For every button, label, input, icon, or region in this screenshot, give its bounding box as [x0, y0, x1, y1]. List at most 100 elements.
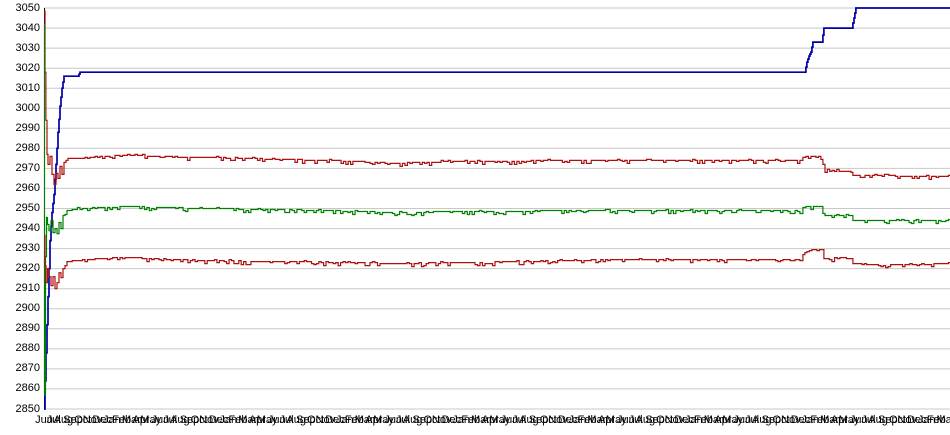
x-axis-tick-label: Aug	[402, 414, 423, 426]
x-axis-tick-label: Feb	[926, 414, 946, 426]
x-axis-tick-label: Oct	[772, 414, 790, 426]
x-axis-tick-label: Mar	[471, 414, 490, 426]
y-axis-tick-label: 2920	[15, 262, 40, 274]
x-axis-tick-label: Apr	[481, 414, 499, 426]
x-axis-tick-label: Jan	[335, 414, 354, 426]
x-axis-tick-label: Mar	[238, 414, 258, 426]
x-axis-tick-label: Mar	[936, 414, 950, 426]
x-axis-tick-label: Nov	[431, 414, 452, 426]
x-axis-tick-label: Jul	[395, 414, 410, 426]
x-axis-tick-label: Mar	[703, 414, 723, 426]
x-axis-tick-label: May	[722, 414, 743, 426]
x-axis-tick-label: Mar	[820, 414, 840, 426]
x-axis-tick-label: Dec	[907, 414, 927, 426]
y-axis-tick-label: 2870	[15, 362, 40, 374]
x-axis-tick-label: Aug	[170, 414, 190, 426]
x-axis-tick-label: Dec	[208, 414, 229, 426]
x-axis-tick-label: Sep	[412, 414, 433, 426]
x-axis-tick-label: Apr	[248, 414, 266, 426]
x-axis-tick-label: Feb	[577, 414, 597, 426]
x-axis-tick-label: Apr	[830, 414, 848, 426]
x-axis-tick-label: Nov	[548, 414, 568, 426]
x-axis-tick-label: Nov	[315, 414, 336, 426]
x-axis-tick-label: Sep	[645, 414, 665, 426]
x-axis-tick-label: Dec	[674, 414, 694, 426]
x-axis-tick-label: Apr	[132, 414, 150, 426]
x-axis-tick-label: Jan	[219, 414, 238, 426]
red-lower-series	[44, 235, 950, 290]
y-axis-tick-label: 2900	[15, 302, 40, 314]
x-axis-tick-label: Apr	[365, 414, 383, 426]
y-axis-tick-label: 3000	[15, 102, 40, 114]
x-axis-tick-label: May	[256, 414, 278, 426]
x-axis-tick-label: Sep	[528, 414, 549, 426]
x-axis-tick-label: Dec	[790, 414, 811, 426]
x-axis-tick-label: May	[140, 414, 162, 426]
x-axis-tick-label: Feb	[694, 414, 713, 426]
x-axis-tick-label: Jul	[861, 414, 876, 426]
y-axis-tick-label: 3030	[15, 42, 40, 54]
x-axis-tick-label: Apr	[714, 414, 732, 426]
x-axis-tick-label: Dec	[557, 414, 578, 426]
x-axis-tick-label: Jun	[617, 414, 635, 426]
y-axis-tick-label: 3020	[15, 62, 40, 74]
x-axis-tick-label: Jul	[279, 414, 294, 426]
x-axis-tick-label: Jun	[849, 414, 868, 426]
x-axis-tick-label: Jul	[512, 414, 527, 426]
y-axis-tick-label: 2910	[15, 282, 40, 294]
y-axis-tick-label: 3010	[15, 82, 40, 94]
x-axis-tick-label: Mar	[354, 414, 374, 426]
y-axis-tick-label: 2890	[15, 322, 40, 334]
x-axis-tick-label: Dec	[441, 414, 462, 426]
x-axis-tick-label: May	[373, 414, 394, 426]
y-axis-tick-label: 2880	[15, 342, 40, 354]
x-axis-tick-label: Jan	[684, 414, 703, 426]
x-axis-tick-label: Apr	[597, 414, 616, 426]
y-axis-tick-label: 2990	[15, 122, 40, 134]
x-axis-tick-label: Jul	[46, 414, 61, 426]
x-axis-tick-label: Feb	[810, 414, 830, 426]
x-axis-tick-label: Aug	[635, 414, 656, 426]
x-axis-tick-label: Feb	[112, 414, 132, 426]
x-axis-tick-label: Oct	[656, 414, 674, 426]
x-axis-tick-label: Dec	[325, 414, 345, 426]
x-axis-tick-label: Jun	[151, 414, 170, 426]
x-axis-tick-label: Sep	[179, 414, 200, 426]
x-axis-tick-label: Mar	[587, 414, 607, 426]
x-axis-tick-label: May	[838, 414, 860, 426]
x-axis-tick-label: Jan	[452, 414, 470, 426]
y-axis-tick-label: 2930	[15, 242, 40, 254]
x-axis-tick-label: Jan	[917, 414, 936, 426]
x-axis-tick-label: Oct	[423, 414, 441, 426]
x-axis-tick-label: Jun	[35, 414, 53, 426]
y-axis-tick-label: 2980	[15, 142, 40, 154]
x-axis-tick-label: Aug	[286, 414, 306, 426]
x-axis-tick-label: Oct	[888, 414, 907, 426]
y-axis-tick-label: 3050	[15, 2, 40, 14]
x-axis-tick-label: Jan	[801, 414, 820, 426]
y-axis-tick-label: 2940	[15, 222, 40, 234]
x-axis-tick-label: Sep	[63, 414, 83, 426]
x-axis-tick-label: Nov	[664, 414, 685, 426]
y-axis-tick-label: 2850	[15, 403, 40, 415]
x-axis-tick-label: Nov	[199, 414, 219, 426]
x-axis-tick-label: Aug	[868, 414, 888, 426]
blue-step-series	[44, 7, 950, 410]
x-axis-tick-label: Jun	[384, 414, 403, 426]
x-axis-tick-label: Sep	[878, 414, 898, 426]
x-axis-tick-label: Mar	[121, 414, 141, 426]
y-axis-tick-label: 2950	[15, 202, 40, 214]
x-axis-tick-label: Nov	[82, 414, 103, 426]
x-axis-tick-label: Jun	[267, 414, 286, 426]
x-axis-tick-label: Jul	[163, 414, 178, 426]
x-axis-tick-label: May	[489, 414, 511, 426]
y-axis-tick-label: 3040	[15, 22, 40, 34]
y-axis-tick-label: 2860	[15, 382, 40, 394]
x-axis-tick-label: Oct	[307, 414, 325, 426]
x-axis-tick-label: Jun	[500, 414, 519, 426]
x-axis-tick-label: Nov	[781, 414, 801, 426]
x-axis-tick-label: Oct	[539, 414, 557, 426]
y-axis-tick-label: 2960	[15, 182, 40, 194]
